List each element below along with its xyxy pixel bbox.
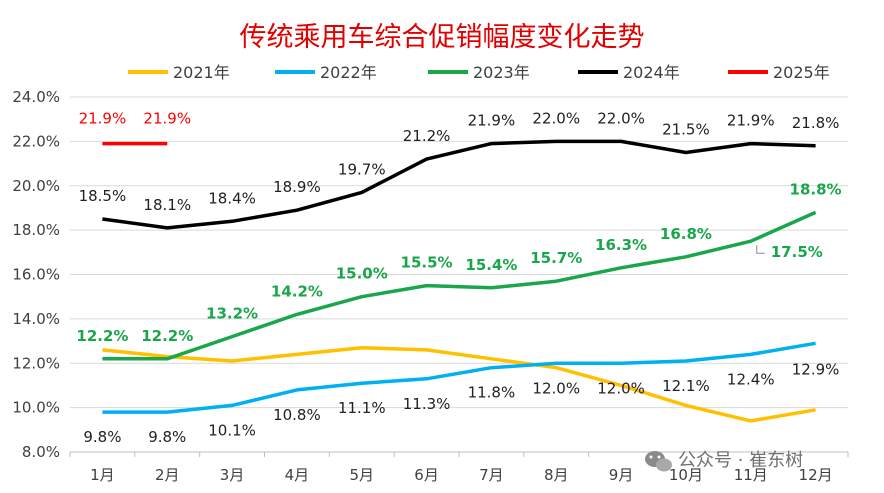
data-label: 22.0% <box>597 109 645 127</box>
data-label: 13.2% <box>206 305 258 323</box>
x-tick-label: 1月 <box>90 466 115 484</box>
data-label: 11.1% <box>338 399 386 417</box>
data-label: 18.8% <box>790 180 842 198</box>
x-axis: 1月 2月 3月 4月 5月 6月 7月 8月 9月 10月 11月 12月 <box>69 451 849 484</box>
x-tick-label: 10月 <box>669 466 703 484</box>
data-label: 15.7% <box>530 249 582 267</box>
data-label: 12.1% <box>662 377 710 395</box>
x-tick-label: 9月 <box>609 466 634 484</box>
data-label: 17.5% <box>771 243 823 261</box>
data-label: 19.7% <box>338 160 386 178</box>
data-label: 18.9% <box>273 178 321 196</box>
data-label: 12.9% <box>792 360 840 378</box>
data-label: 11.8% <box>468 384 516 402</box>
legend-item-2025年: 2025年 <box>728 63 830 82</box>
data-label: 21.5% <box>662 120 710 138</box>
data-label: 10.8% <box>273 406 321 424</box>
data-label: 12.4% <box>727 370 775 388</box>
legend-item-2022年: 2022年 <box>275 63 377 82</box>
x-tick-label: 4月 <box>285 466 310 484</box>
legend-label: 2025年 <box>773 63 830 82</box>
y-tick-label: 24.0% <box>12 88 60 106</box>
y-tick-label: 12.0% <box>12 354 60 372</box>
data-label: 18.5% <box>79 187 127 205</box>
series-line-2023年 <box>102 210 817 361</box>
y-tick-label: 20.0% <box>12 177 60 195</box>
y-tick-label: 16.0% <box>12 266 60 284</box>
legend-item-2024年: 2024年 <box>578 63 680 82</box>
data-label: 14.2% <box>271 282 323 300</box>
legend-item-2023年: 2023年 <box>428 63 530 82</box>
data-label: 11.3% <box>403 395 451 413</box>
x-tick-label: 3月 <box>220 466 245 484</box>
data-label: 9.8% <box>83 428 121 446</box>
data-label: 10.1% <box>208 421 256 439</box>
data-label: 15.4% <box>465 256 517 274</box>
legend-label: 2022年 <box>320 63 377 82</box>
data-label: 12.0% <box>597 379 645 397</box>
data-label: 9.8% <box>148 428 186 446</box>
y-tick-label: 18.0% <box>12 221 60 239</box>
legend-label: 2024年 <box>623 63 680 82</box>
leader-line <box>756 245 765 254</box>
data-label: 21.9% <box>468 112 516 130</box>
x-tick-label: 7月 <box>479 466 504 484</box>
data-label: 21.2% <box>403 127 451 145</box>
watermark: 公众号 · 崔东树 <box>645 450 803 472</box>
series-line-2021年 <box>102 345 816 423</box>
wechat-icon <box>645 451 672 472</box>
legend-label: 2021年 <box>173 63 230 82</box>
y-axis: 8.0% 10.0% 12.0% 14.0% 16.0% 18.0% 20.0% 22.0% 2… <box>12 88 60 461</box>
y-tick-label: 10.0% <box>12 399 60 417</box>
data-label: 21.8% <box>792 114 840 132</box>
x-tick-label: 6月 <box>414 466 439 484</box>
x-tick-label: 12月 <box>799 466 833 484</box>
data-label: 21.9% <box>79 110 127 128</box>
data-label: 16.8% <box>660 225 712 243</box>
data-label: 21.9% <box>143 110 191 128</box>
data-label: 18.1% <box>143 196 191 214</box>
data-label: 22.0% <box>532 109 580 127</box>
data-label: 12.0% <box>532 379 580 397</box>
x-tick-label: 11月 <box>734 466 768 484</box>
legend: 2021年 2022年 2023年 2024年 2025年 <box>128 63 830 82</box>
legend-label: 2023年 <box>473 63 530 82</box>
data-label: 12.2% <box>76 327 128 345</box>
data-label: 16.3% <box>595 236 647 254</box>
y-tick-label: 22.0% <box>12 132 60 150</box>
data-label: 21.9% <box>727 112 775 130</box>
watermark-text: 公众号 · 崔东树 <box>678 450 803 471</box>
x-tick-label: 5月 <box>349 466 374 484</box>
data-label: 15.5% <box>401 254 453 272</box>
y-tick-label: 8.0% <box>22 443 60 461</box>
data-label: 15.0% <box>336 265 388 283</box>
x-tick-label: 8月 <box>544 466 569 484</box>
data-label: 12.2% <box>141 327 193 345</box>
x-tick-label: 2月 <box>155 466 180 484</box>
series-line-2022年 <box>102 341 816 414</box>
series-line-2024年 <box>102 139 816 230</box>
data-labels: 9.8% 9.8% 10.1% 10.8% 11.1% 11.3% 11.8% 12.0% 12… <box>76 109 841 446</box>
chart-title: 传统乘用车综合促销幅度变化走势 <box>240 22 645 53</box>
y-tick-label: 14.0% <box>12 310 60 328</box>
series-lines <box>102 139 817 423</box>
data-label: 18.4% <box>208 189 256 207</box>
legend-item-2021年: 2021年 <box>128 63 230 82</box>
